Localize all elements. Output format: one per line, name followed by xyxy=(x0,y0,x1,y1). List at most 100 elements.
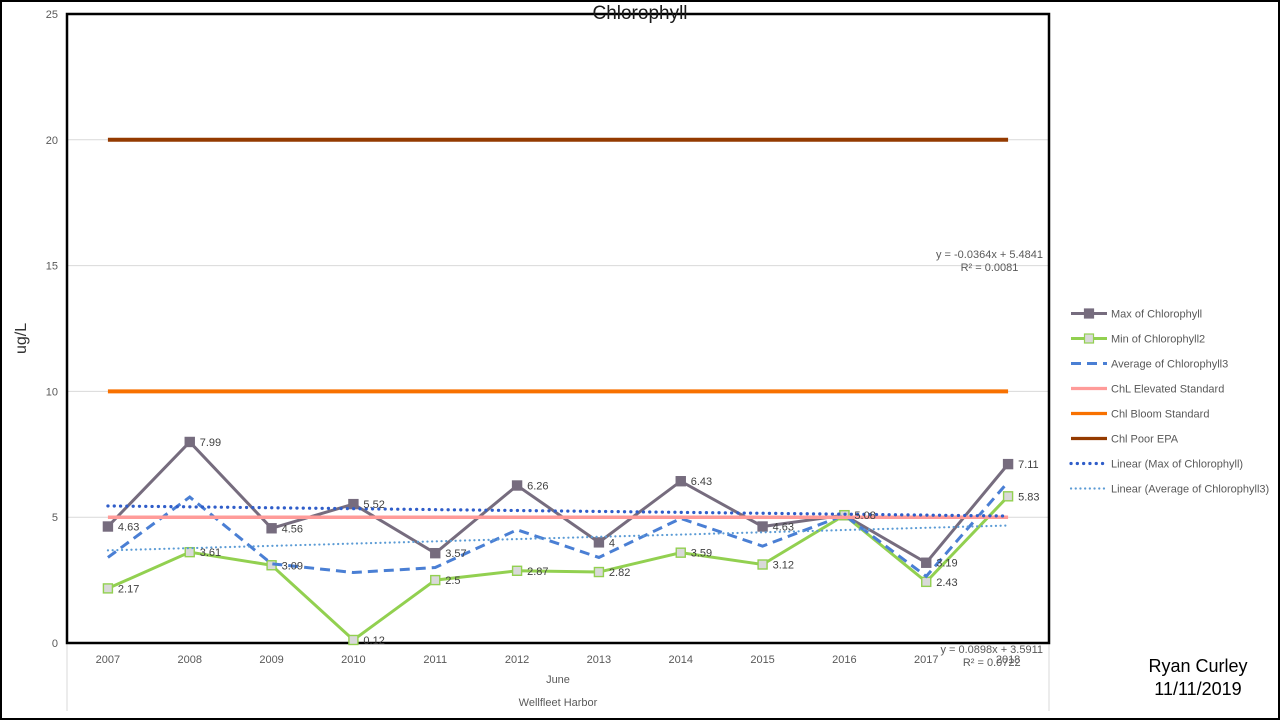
marker-max-of-chlorophyll[interactable] xyxy=(921,557,932,568)
legend-label: Average of Chlorophyll3 xyxy=(1111,359,1228,371)
trendline-annotation-average: y = 0.0898x + 3.5911 R² = 0.0722 xyxy=(940,644,1043,670)
data-label: 2.5 xyxy=(445,575,460,587)
series-line-max-of-chlorophyll[interactable] xyxy=(106,439,1010,565)
x-axis-tick-label: 2009 xyxy=(259,654,283,666)
marker-min-of-chlorophyll2[interactable] xyxy=(430,574,441,586)
x-axis-group-label-june: June xyxy=(546,674,570,686)
x-axis-tick-label: 2010 xyxy=(341,654,365,666)
y-axis-tick-label: 5 xyxy=(52,512,58,524)
legend-label: Linear (Average of Chlorophyll3) xyxy=(1111,484,1269,496)
marker-max-of-chlorophyll[interactable] xyxy=(266,523,277,534)
marker-min-of-chlorophyll2[interactable] xyxy=(921,576,932,588)
author-name: Ryan Curley xyxy=(1148,656,1248,676)
marker-max-of-chlorophyll[interactable] xyxy=(757,521,768,532)
marker-min-of-chlorophyll2[interactable] xyxy=(348,634,359,646)
marker-min-of-chlorophyll2[interactable] xyxy=(511,565,523,576)
data-label: 3.12 xyxy=(773,560,794,572)
data-label: 3.09 xyxy=(282,560,303,572)
series-line-linear-max-of-chlorophyll[interactable] xyxy=(106,504,1010,518)
data-label: 7.99 xyxy=(200,437,221,449)
data-label: 4.63 xyxy=(773,522,794,534)
marker-max-of-chlorophyll[interactable] xyxy=(430,547,441,559)
trendline-equation-average: y = 0.0898x + 3.5911 xyxy=(940,644,1043,656)
data-label: 2.82 xyxy=(609,567,630,579)
trendline-r2-average: R² = 0.0722 xyxy=(962,657,1021,669)
data-label: 5.52 xyxy=(363,499,384,511)
legend-label: Max of Chlorophyll xyxy=(1111,309,1202,321)
trendline-equation-max: y = -0.0364x + 5.4841 xyxy=(935,249,1043,261)
x-axis-tick-label: 2014 xyxy=(669,654,693,666)
data-label: 2.17 xyxy=(118,583,139,595)
marker-max-of-chlorophyll[interactable] xyxy=(102,521,114,532)
legend-item-linear-average-of-chlorophyll3[interactable]: Linear (Average of Chlorophyll3) xyxy=(1069,484,1269,496)
chart-title: Chlorophyll xyxy=(592,3,688,24)
y-axis-tick-label: 0 xyxy=(52,638,58,650)
y-axis-tick-label: 15 xyxy=(46,261,58,273)
x-axis-tick-label: 2012 xyxy=(505,654,529,666)
data-label: 3.61 xyxy=(200,547,221,559)
legend-item-min-of-chlorophyll2[interactable]: Min of Chlorophyll2 xyxy=(1071,333,1205,346)
y-axis-tick-label: 20 xyxy=(46,135,58,147)
marker-max-of-chlorophyll[interactable] xyxy=(511,480,523,491)
marker-min-of-chlorophyll2[interactable] xyxy=(102,583,114,594)
marker-max-of-chlorophyll[interactable] xyxy=(184,436,195,448)
legend-label: Linear (Max of Chlorophyll) xyxy=(1111,459,1243,471)
trendline-annotation-max: y = -0.0364x + 5.4841 R² = 0.0081 xyxy=(936,249,1043,275)
marker-max-of-chlorophyll[interactable] xyxy=(675,476,686,487)
marker-min-of-chlorophyll2[interactable] xyxy=(1002,491,1014,502)
legend-item-linear-max-of-chlorophyll[interactable]: Linear (Max of Chlorophyll) xyxy=(1069,459,1243,471)
marker-max-of-chlorophyll[interactable] xyxy=(1002,458,1014,470)
data-label: 5.83 xyxy=(1018,491,1039,503)
series-line-linear-average-of-chlorophyll3[interactable] xyxy=(106,524,1010,552)
data-label: 7.11 xyxy=(1018,459,1039,471)
series-line-min-of-chlorophyll2[interactable] xyxy=(107,495,1010,642)
x-axis-tick-label: 2011 xyxy=(423,654,447,666)
plot-area-border xyxy=(65,12,1051,645)
trendline-r2-max: R² = 0.0081 xyxy=(960,262,1019,274)
legend-item-average-of-chlorophyll3[interactable]: Average of Chlorophyll3 xyxy=(1071,359,1228,371)
marker-max-of-chlorophyll[interactable] xyxy=(593,537,605,548)
x-axis-tick-label: 2018 xyxy=(996,654,1020,666)
data-label: 4.63 xyxy=(118,522,139,534)
marker-min-of-chlorophyll2[interactable] xyxy=(675,547,686,558)
data-label: 3.59 xyxy=(691,548,712,560)
data-label: 6.43 xyxy=(691,476,712,488)
marker-min-of-chlorophyll2[interactable] xyxy=(593,566,605,578)
x-axis-group-label-wellfleet-harbor: Wellfleet Harbor xyxy=(518,697,598,709)
y-axis-title: ug/L xyxy=(13,322,30,354)
data-label: 2.43 xyxy=(936,577,957,589)
legend-item-chl-elevated-standard[interactable]: ChL Elevated Standard xyxy=(1071,384,1224,396)
data-label: 4.56 xyxy=(282,523,303,535)
x-axis-tick-label: 2017 xyxy=(914,654,938,666)
marker-min-of-chlorophyll2[interactable] xyxy=(184,546,195,558)
author-date: 11/11/2019 xyxy=(1154,679,1242,699)
data-label: 5.08 xyxy=(854,510,875,522)
y-axis-tick-label: 25 xyxy=(46,9,58,21)
data-label: 3.19 xyxy=(936,558,957,570)
legend-label: Min of Chlorophyll2 xyxy=(1111,334,1205,346)
legend-item-chl-bloom-standard[interactable]: Chl Bloom Standard xyxy=(1071,409,1209,421)
x-axis-tick-label: 2008 xyxy=(178,654,202,666)
series-line-average-of-chlorophyll3[interactable] xyxy=(107,480,1010,579)
author-signature: Ryan Curley 11/11/2019 xyxy=(1140,655,1256,701)
data-label: 3.57 xyxy=(445,548,466,560)
x-axis-tick-label: 2016 xyxy=(832,654,856,666)
data-label: 4 xyxy=(609,537,615,549)
legend-item-chl-poor-epa[interactable]: Chl Poor EPA xyxy=(1071,434,1179,446)
y-axis-tick-label: 10 xyxy=(46,386,58,398)
legend-label: Chl Bloom Standard xyxy=(1111,409,1209,421)
x-axis-tick-label: 2015 xyxy=(750,654,774,666)
legend-label: Chl Poor EPA xyxy=(1111,434,1179,446)
marker-min-of-chlorophyll2[interactable] xyxy=(757,559,768,570)
x-axis-tick-label: 2013 xyxy=(587,654,611,666)
data-label: 2.87 xyxy=(527,566,548,578)
legend-item-max-of-chlorophyll[interactable]: Max of Chlorophyll xyxy=(1071,308,1202,321)
x-axis-tick-label: 2007 xyxy=(96,654,120,666)
data-label: 6.26 xyxy=(527,480,548,492)
legend-label: ChL Elevated Standard xyxy=(1111,384,1224,396)
data-label: 0.12 xyxy=(363,635,384,647)
legend-marker xyxy=(1083,333,1095,344)
legend-marker xyxy=(1083,308,1095,319)
